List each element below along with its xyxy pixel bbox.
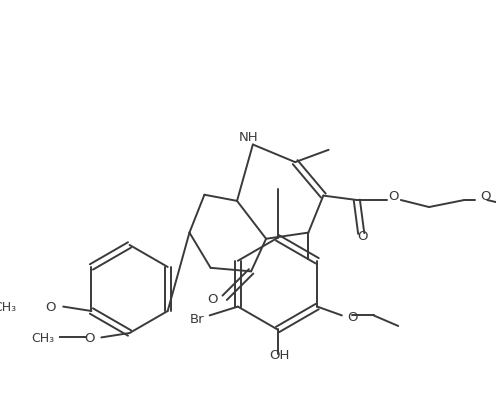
- Text: O: O: [480, 189, 491, 202]
- Text: O: O: [358, 230, 368, 243]
- Text: CH₃: CH₃: [0, 300, 16, 313]
- Text: Br: Br: [190, 312, 204, 325]
- Text: CH₃: CH₃: [32, 331, 55, 344]
- Text: OH: OH: [269, 348, 290, 361]
- Text: O: O: [388, 189, 399, 202]
- Text: O: O: [84, 331, 94, 344]
- Text: O: O: [207, 292, 218, 305]
- Text: O: O: [347, 310, 358, 323]
- Text: NH: NH: [239, 131, 258, 144]
- Text: O: O: [46, 300, 56, 313]
